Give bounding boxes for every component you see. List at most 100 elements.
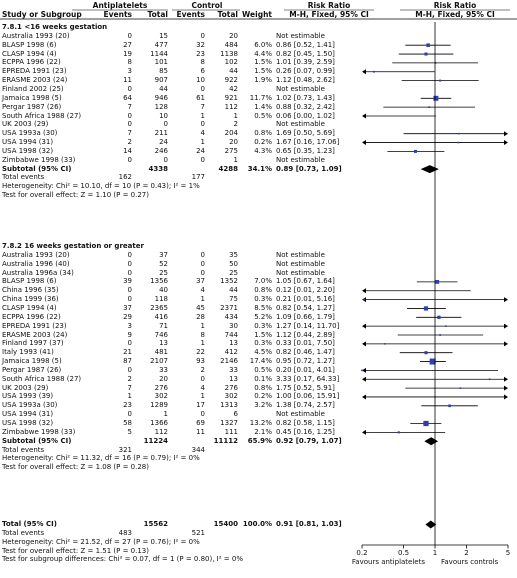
study-1-17-point: [448, 404, 451, 408]
events-control: 4: [200, 129, 205, 138]
study-ci: Not estimable: [276, 268, 325, 277]
events-control: 10: [196, 76, 205, 85]
study-1-15-ci-arrow-right: [504, 385, 508, 391]
events-antiplatelets: 0: [127, 155, 132, 164]
events-control: 4: [200, 286, 205, 295]
study-ci: 1.27 [0.14, 11.70]: [276, 321, 340, 330]
study-1-6-point: [423, 306, 429, 311]
study-1-5-ci-arrow-right: [504, 297, 508, 303]
study-1-15-point: [459, 387, 462, 389]
subgroup-title: 7.8.2 16 weeks gestation or greater: [2, 242, 144, 250]
study-ci: Not estimable: [276, 31, 325, 40]
events-antiplatelets: 58: [123, 419, 132, 427]
header-method-right: M-H, Fixed, 95% CI: [415, 10, 495, 19]
study-1-14-ci-arrow-left: [362, 376, 366, 382]
study-ci: 0.33 [0.01, 7.50]: [276, 339, 335, 348]
subtotal-antiplatelets: 11224: [143, 436, 168, 445]
total-antiplatelets: 1144: [150, 49, 168, 58]
total-control: 13: [229, 339, 238, 348]
study-1-14-ci-arrow-right: [504, 376, 508, 382]
study-1-20-ci-arrow-left: [362, 429, 366, 435]
total-control: 44: [229, 286, 238, 295]
total-antiplatelets: 302: [154, 392, 168, 401]
total-events-antiplatelets: 321: [118, 445, 132, 454]
events-control: 8: [200, 58, 205, 67]
total-antiplatelets: 946: [154, 93, 168, 102]
total-control: 1: [233, 155, 238, 164]
events-antiplatelets: 7: [127, 129, 132, 138]
events-control: 32: [196, 40, 205, 49]
subtotal-control: 11112: [213, 436, 238, 445]
subtotal-weight: 34.1%: [247, 164, 272, 173]
events-antiplatelets: 0: [127, 286, 132, 295]
events-antiplatelets: 7: [127, 383, 132, 392]
header-method-left: M-H, Fixed, 95% CI: [289, 10, 369, 19]
events-antiplatelets: 23: [123, 401, 132, 410]
study-name: Finland 2002 (25): [2, 84, 64, 93]
study-1-16-ci-arrow-left: [362, 394, 366, 400]
study-name: ECPPA 1996 (22): [2, 58, 61, 67]
study-0-12-ci-arrow-right: [504, 140, 508, 146]
header-events-1: Events: [103, 10, 133, 19]
header-risk-ratio-right: Risk Ratio: [433, 1, 477, 10]
events-control: 1: [200, 339, 205, 348]
total-events-antiplatelets: 162: [118, 173, 132, 182]
study-ci: 0.82 [0.58, 1.15]: [276, 419, 335, 427]
events-antiplatelets: 9: [127, 330, 132, 339]
study-name: USA 1998 (32): [2, 146, 54, 155]
study-ci: 1.02 [0.73, 1.43]: [276, 93, 335, 102]
events-antiplatelets: 37: [123, 303, 132, 312]
study-ci: 0.82 [0.45, 1.50]: [276, 49, 335, 58]
events-antiplatelets: 27: [123, 40, 132, 49]
events-control: 24: [196, 146, 205, 155]
study-1-19-point: [423, 420, 429, 427]
total-control: 2: [233, 120, 238, 129]
study-ci: 3.33 [0.17, 64.33]: [276, 374, 340, 383]
study-ci: 0.21 [0.01, 5.16]: [276, 295, 335, 304]
total-ci: 0.91 [0.81, 1.03]: [276, 520, 342, 528]
study-weight: 0.5%: [254, 111, 272, 120]
events-control: 1: [200, 138, 205, 147]
study-ci: Not estimable: [276, 155, 325, 164]
subtotal-ci: 0.92 [0.79, 1.07]: [276, 436, 342, 445]
header-total-1: Total: [147, 10, 169, 19]
total-antiplatelets: 118: [154, 295, 168, 304]
study-ci: 1.12 [0.48, 2.62]: [276, 76, 335, 85]
total-antiplatelets: 85: [159, 67, 168, 76]
study-weight: 0.8%: [254, 286, 272, 295]
events-antiplatelets: 3: [127, 321, 132, 330]
study-ci: 0.95 [0.72, 1.27]: [276, 357, 335, 366]
events-antiplatelets: 0: [127, 250, 132, 259]
study-ci: 0.88 [0.32, 2.42]: [276, 102, 335, 111]
study-ci: 1.05 [0.67, 1.64]: [276, 277, 335, 286]
study-weight: 13.2%: [249, 419, 272, 427]
study-weight: 1.5%: [254, 58, 272, 67]
study-1-10-point: [383, 343, 386, 345]
events-control: 22: [196, 348, 205, 357]
study-name: USA 1993 (39): [2, 392, 54, 401]
study-ci: 1.00 [0.06, 15.91]: [276, 392, 340, 401]
events-antiplatelets: 64: [123, 93, 132, 102]
events-antiplatelets: 5: [127, 427, 132, 436]
study-0-8-point: [428, 106, 431, 109]
events-control: 37: [196, 277, 205, 286]
study-weight: 0.2%: [254, 392, 272, 401]
events-control: 0: [200, 268, 205, 277]
subtotal-ci: 0.89 [0.73, 1.09]: [276, 164, 342, 173]
events-antiplatelets: 0: [127, 31, 132, 40]
overall-effect: Test for overall effect: Z = 1.10 (P = 0…: [2, 191, 149, 200]
total-antiplatelets: 1289: [150, 401, 168, 410]
x-tick-label: 0.2: [356, 549, 368, 557]
study-ci: 1.67 [0.16, 17.06]: [276, 138, 340, 147]
study-0-1-point: [426, 43, 430, 47]
total-control: 275: [224, 146, 238, 155]
total-antiplatelets: 44: [159, 84, 168, 93]
total-control: 30: [229, 321, 238, 330]
events-control: 28: [196, 312, 205, 321]
total-control: 434: [224, 312, 238, 321]
events-antiplatelets: 2: [127, 138, 132, 147]
study-ci: 0.20 [0.01, 4.01]: [276, 365, 335, 374]
study-1-16-ci-arrow-right: [504, 394, 508, 400]
events-antiplatelets: 3: [127, 67, 132, 76]
